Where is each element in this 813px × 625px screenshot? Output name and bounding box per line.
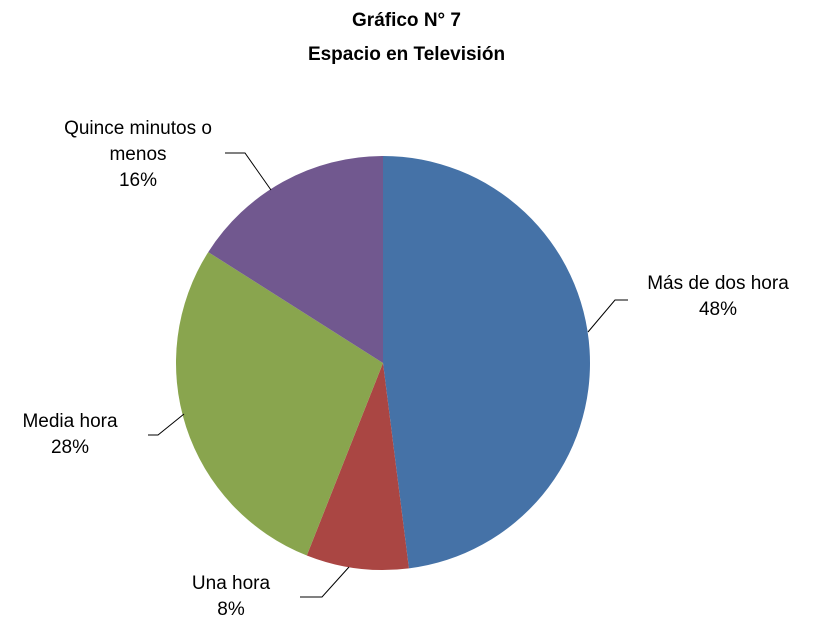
value-label: 48%: [698, 299, 738, 320]
category-label: Más de dos hora: [647, 273, 789, 294]
chart-title: Gráfico N° 7: [352, 10, 461, 31]
leader-line: [587, 299, 628, 333]
pie-slice: [208, 156, 383, 363]
slice-label: Quince minutos o menos 16%: [43, 116, 233, 194]
leader-line: [300, 566, 350, 598]
category-label: Media hora: [22, 411, 118, 432]
chart-subtitle: Espacio en Televisión: [307, 44, 506, 65]
category-label: Una hora: [191, 573, 271, 594]
leader-line: [225, 152, 272, 191]
slice-label: Más de dos hora 48%: [623, 271, 813, 323]
category-label: Quince minutos o menos: [64, 118, 212, 165]
slice-label: Una hora 8%: [161, 571, 301, 623]
value-label: 16%: [118, 170, 158, 191]
pie-slice: [383, 156, 590, 569]
value-label: 8%: [217, 599, 245, 620]
leader-line: [148, 413, 185, 436]
slice-label: Media hora 28%: [0, 409, 145, 461]
value-label: 28%: [50, 437, 90, 458]
pie-slice: [306, 363, 409, 570]
pie-slice: [175, 252, 383, 556]
